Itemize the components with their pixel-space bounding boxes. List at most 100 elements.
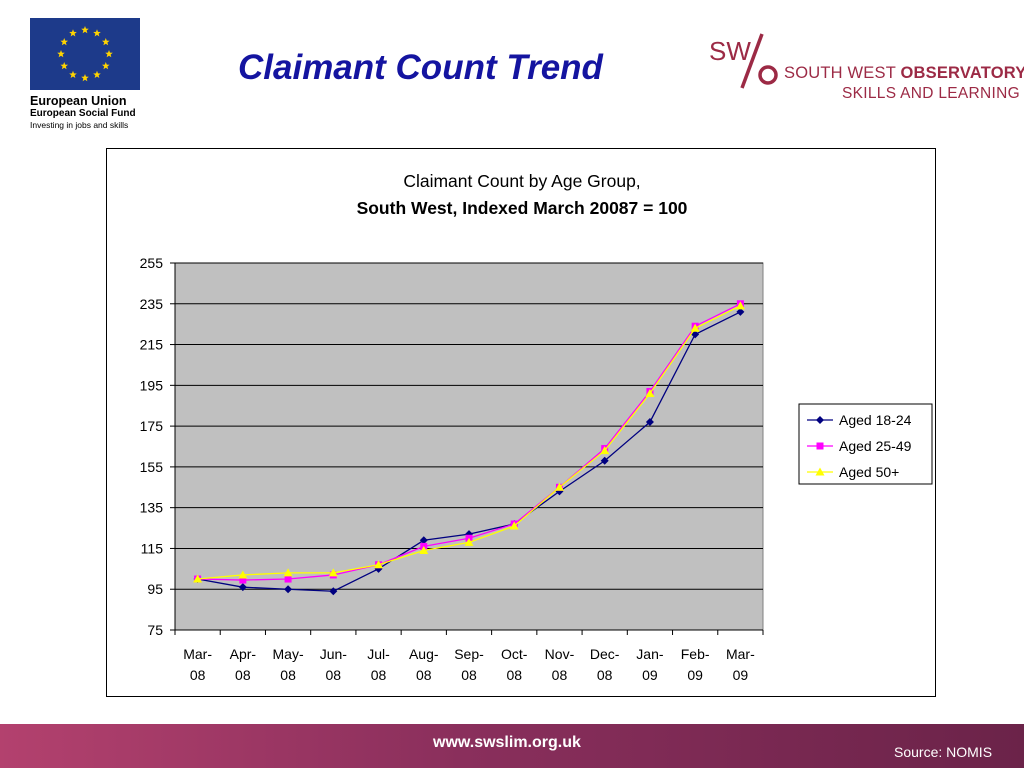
eu-star-icon bbox=[69, 29, 77, 37]
x-tick-label: Aug- bbox=[409, 646, 439, 662]
data-point bbox=[239, 576, 247, 584]
y-tick-label: 235 bbox=[140, 296, 164, 312]
data-point bbox=[284, 585, 293, 594]
eu-star-icon bbox=[93, 70, 101, 79]
chart-title-line2: South West, Indexed March 20087 = 100 bbox=[357, 198, 688, 218]
data-point bbox=[691, 330, 700, 339]
data-point bbox=[419, 536, 428, 545]
footer-url-link[interactable]: www.swslim.org.uk bbox=[433, 734, 581, 751]
eu-star-icon bbox=[81, 26, 89, 34]
sw-logo-mark-icon: SW bbox=[709, 33, 778, 89]
y-tick-label: 75 bbox=[147, 622, 163, 638]
series-2 bbox=[193, 301, 745, 583]
x-tick-label-year: 08 bbox=[597, 667, 613, 683]
x-tick-label-year: 08 bbox=[235, 667, 251, 683]
x-tick-label-year: 08 bbox=[280, 667, 296, 683]
eu-star-icon bbox=[105, 50, 113, 58]
x-tick-label-year: 08 bbox=[552, 667, 568, 683]
legend-item: Aged 50+ bbox=[807, 464, 899, 480]
data-point bbox=[283, 568, 293, 577]
x-tick-label: Jul- bbox=[367, 646, 390, 662]
x-tick-label-year: 08 bbox=[506, 667, 522, 683]
x-tick-label-year: 08 bbox=[371, 667, 387, 683]
data-point bbox=[328, 568, 338, 577]
x-tick-label: Oct- bbox=[501, 646, 528, 662]
y-tick-label: 215 bbox=[140, 337, 164, 353]
legend-marker bbox=[816, 416, 824, 424]
x-tick-label: Dec- bbox=[590, 646, 620, 662]
eu-logo: European Union European Social Fund Inve… bbox=[30, 18, 142, 131]
y-tick-label: 155 bbox=[140, 459, 164, 475]
eu-flag-icon bbox=[30, 18, 140, 90]
eu-star-icon bbox=[60, 62, 69, 70]
x-tick-label: Sep- bbox=[454, 646, 484, 662]
chart-title-line1: Claimant Count by Age Group, bbox=[403, 171, 640, 191]
x-tick-label-year: 08 bbox=[190, 667, 206, 683]
data-point bbox=[690, 323, 700, 332]
data-point bbox=[374, 560, 384, 569]
data-point bbox=[464, 537, 474, 546]
y-tick-label: 255 bbox=[140, 255, 164, 271]
data-point bbox=[238, 583, 247, 592]
x-tick-label: Mar- bbox=[726, 646, 755, 662]
data-point bbox=[645, 388, 655, 397]
data-point bbox=[193, 574, 203, 583]
data-point bbox=[600, 456, 609, 465]
data-point bbox=[509, 521, 519, 530]
footer-source: Source: NOMIS bbox=[894, 744, 993, 760]
data-point bbox=[600, 446, 610, 455]
x-tick-label-year: 09 bbox=[733, 667, 749, 683]
y-tick-label: 195 bbox=[140, 377, 164, 393]
x-tick-label-year: 09 bbox=[642, 667, 658, 683]
data-point bbox=[645, 418, 654, 427]
swo-name: SOUTH WEST OBSERVATORY bbox=[784, 64, 1024, 83]
swo-name-regular: SOUTH WEST bbox=[784, 64, 901, 82]
claimant-count-chart: Claimant Count by Age Group, South West,… bbox=[140, 171, 933, 683]
legend-marker bbox=[815, 467, 825, 476]
plot-area bbox=[174, 262, 764, 631]
x-tick-label: Jun- bbox=[320, 646, 348, 662]
eu-fund-name: European Social Fund bbox=[30, 108, 136, 119]
x-tick-label: Jan- bbox=[636, 646, 664, 662]
swo-subtitle: SKILLS AND LEARNING bbox=[842, 85, 1020, 102]
sw-mark-text: SW bbox=[709, 36, 751, 66]
x-tick-label-year: 08 bbox=[461, 667, 477, 683]
eu-tagline: Investing in jobs and skills bbox=[30, 120, 129, 130]
footer-bar: www.swslim.org.uk Source: NOMIS bbox=[0, 724, 1024, 768]
data-point bbox=[329, 587, 338, 596]
x-tick-label: May- bbox=[273, 646, 304, 662]
x-tick-label: Apr- bbox=[230, 646, 257, 662]
data-point bbox=[419, 545, 429, 554]
y-tick-label: 175 bbox=[140, 418, 164, 434]
y-tick-label: 95 bbox=[147, 581, 163, 597]
data-point bbox=[554, 482, 564, 491]
data-point bbox=[465, 530, 473, 539]
x-tick-label-year: 08 bbox=[416, 667, 432, 683]
eu-star-icon bbox=[81, 74, 89, 82]
chart-frame: Claimant Count by Age Group, South West,… bbox=[106, 148, 936, 697]
eu-star-icon bbox=[101, 38, 110, 46]
eu-star-icon bbox=[57, 50, 65, 58]
data-point bbox=[238, 570, 248, 579]
eu-star-icon bbox=[69, 70, 77, 79]
swo-name-bold: OBSERVATORY bbox=[900, 64, 1024, 82]
legend-label: Aged 50+ bbox=[839, 464, 899, 480]
data-point bbox=[735, 301, 745, 310]
x-tick-label: Feb- bbox=[681, 646, 710, 662]
legend-label: Aged 25-49 bbox=[839, 438, 912, 454]
x-tick-label: Mar- bbox=[183, 646, 212, 662]
legend-marker bbox=[816, 442, 824, 450]
swo-logo: SW SOUTH WEST OBSERVATORY SKILLS AND LEA… bbox=[706, 32, 1024, 107]
data-point bbox=[736, 307, 745, 316]
eu-star-icon bbox=[60, 38, 69, 46]
legend-item: Aged 25-49 bbox=[807, 438, 912, 454]
slide-title: Claimant Count Trend bbox=[238, 48, 603, 87]
eu-name: European Union bbox=[30, 94, 127, 108]
eu-star-icon bbox=[93, 29, 101, 37]
x-tick-label-year: 08 bbox=[326, 667, 342, 683]
legend-label: Aged 18-24 bbox=[839, 412, 912, 428]
legend-item: Aged 18-24 bbox=[807, 412, 912, 428]
eu-star-icon bbox=[101, 62, 110, 70]
x-tick-label: Nov- bbox=[545, 646, 575, 662]
y-tick-label: 135 bbox=[140, 500, 164, 516]
